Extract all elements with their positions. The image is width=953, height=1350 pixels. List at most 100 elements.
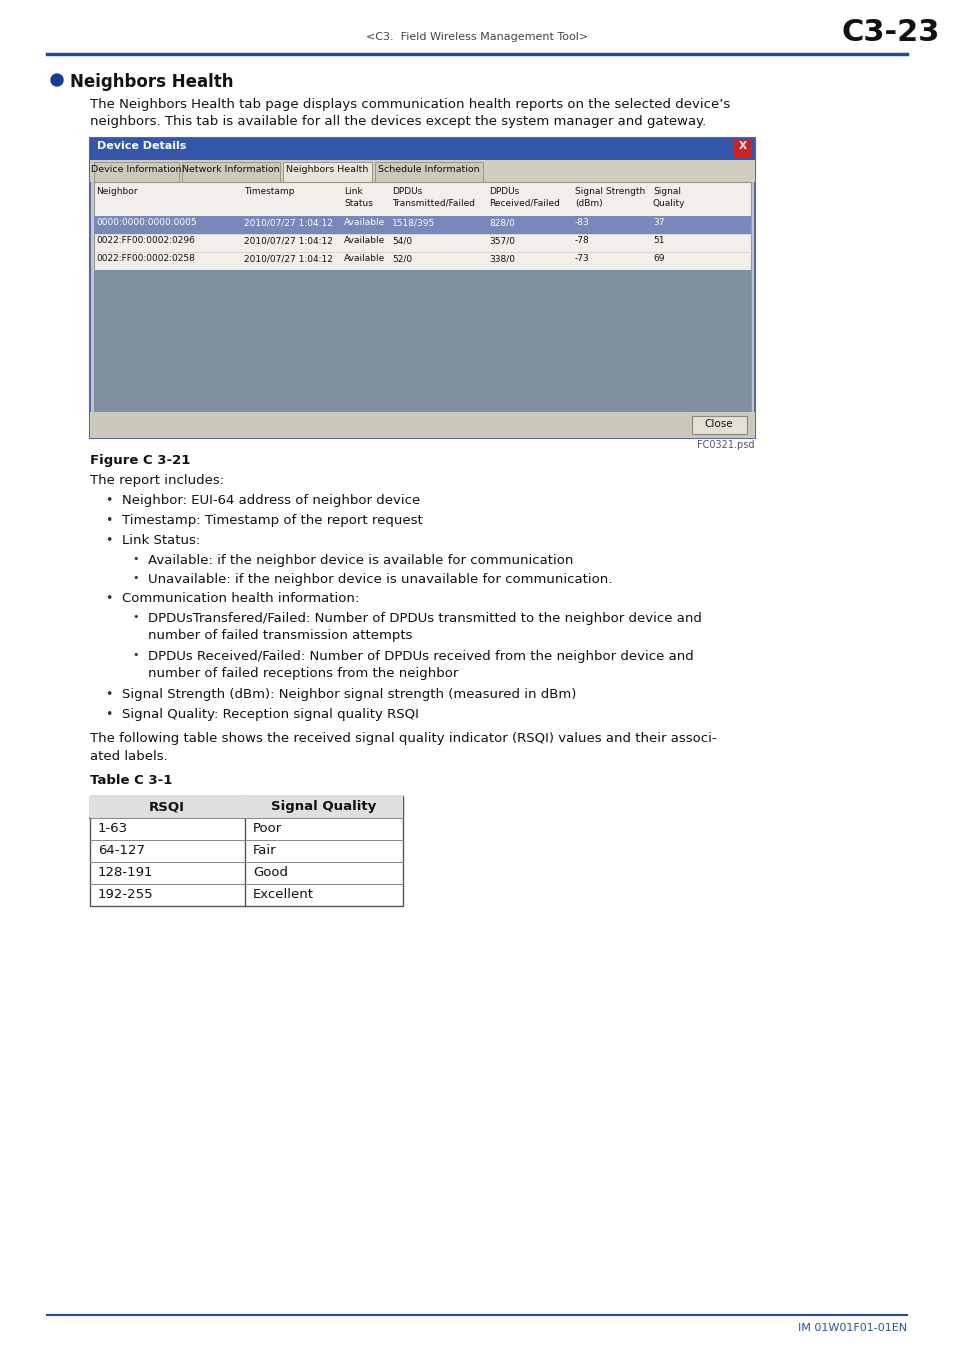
Text: 1518/395: 1518/395: [392, 217, 435, 227]
Text: Poor: Poor: [253, 822, 282, 836]
Text: The Neighbors Health tab page displays communication health reports on the selec: The Neighbors Health tab page displays c…: [90, 99, 729, 111]
Text: 2010/07/27 1:04:12: 2010/07/27 1:04:12: [244, 236, 333, 244]
Text: Neighbor: EUI-64 address of neighbor device: Neighbor: EUI-64 address of neighbor dev…: [122, 494, 420, 508]
Text: The report includes:: The report includes:: [90, 474, 224, 487]
Bar: [94, 182, 750, 412]
Text: •: •: [132, 649, 138, 660]
Bar: [90, 161, 754, 182]
Text: Status: Status: [344, 198, 373, 208]
Text: Received/Failed: Received/Failed: [489, 198, 559, 208]
Text: ated labels.: ated labels.: [90, 751, 168, 763]
Text: Fair: Fair: [253, 844, 276, 857]
Circle shape: [51, 74, 63, 86]
Text: Neighbor: Neighbor: [96, 188, 137, 196]
Text: 0022:FF00:0002:0296: 0022:FF00:0002:0296: [96, 236, 194, 244]
Text: -73: -73: [575, 254, 589, 263]
Text: Table C 3-1: Table C 3-1: [90, 774, 172, 787]
Bar: [283, 162, 372, 182]
Bar: [375, 162, 482, 182]
Text: Network Information: Network Information: [182, 165, 279, 174]
Text: 192-255: 192-255: [98, 888, 153, 900]
Text: Available: Available: [344, 254, 385, 263]
Text: Signal Strength: Signal Strength: [575, 188, 644, 196]
Bar: [94, 270, 750, 412]
Text: •: •: [132, 554, 138, 564]
Text: 69: 69: [652, 254, 664, 263]
Text: DPDUsTransfered/Failed: Number of DPDUs transmitted to the neighbor device and: DPDUsTransfered/Failed: Number of DPDUs …: [148, 612, 701, 625]
Text: RSQI: RSQI: [149, 801, 185, 813]
Text: IM 01W01F01-01EN: IM 01W01F01-01EN: [797, 1323, 906, 1332]
Bar: [90, 412, 754, 437]
Text: X: X: [739, 140, 746, 151]
Text: Close: Close: [704, 418, 733, 429]
Bar: [94, 216, 750, 234]
Text: Transmitted/Failed: Transmitted/Failed: [392, 198, 475, 208]
Bar: [90, 796, 402, 818]
Text: neighbors. This tab is available for all the devices except the system manager a: neighbors. This tab is available for all…: [90, 115, 705, 128]
Text: Available: Available: [344, 236, 385, 244]
Text: Communication health information:: Communication health information:: [122, 593, 359, 605]
Text: number of failed receptions from the neighbor: number of failed receptions from the nei…: [148, 667, 457, 680]
Text: 0000:0000:0000:0005: 0000:0000:0000:0005: [96, 217, 196, 227]
Text: Neighbors Health: Neighbors Health: [70, 73, 233, 90]
Text: 2010/07/27 1:04:12: 2010/07/27 1:04:12: [244, 254, 333, 263]
Text: (dBm): (dBm): [575, 198, 602, 208]
Text: •: •: [105, 535, 112, 547]
Text: Device Information: Device Information: [91, 165, 181, 174]
Text: Device Details: Device Details: [97, 140, 186, 151]
Bar: [691, 416, 746, 433]
Text: •: •: [105, 494, 112, 508]
Text: •: •: [105, 707, 112, 721]
Text: 828/0: 828/0: [489, 217, 515, 227]
Text: Signal Quality: Reception signal quality RSQI: Signal Quality: Reception signal quality…: [122, 707, 418, 721]
Text: •: •: [132, 612, 138, 622]
Text: DPDUs Received/Failed: Number of DPDUs received from the neighbor device and: DPDUs Received/Failed: Number of DPDUs r…: [148, 649, 693, 663]
Text: Excellent: Excellent: [253, 888, 314, 900]
Text: Schedule Information: Schedule Information: [377, 165, 479, 174]
Text: The following table shows the received signal quality indicator (RSQI) values an: The following table shows the received s…: [90, 732, 716, 745]
Bar: [733, 140, 751, 157]
Text: 64-127: 64-127: [98, 844, 145, 857]
Text: Signal: Signal: [652, 188, 680, 196]
Text: Link: Link: [344, 188, 362, 196]
Text: Signal Strength (dBm): Neighbor signal strength (measured in dBm): Signal Strength (dBm): Neighbor signal s…: [122, 688, 576, 701]
Text: 128-191: 128-191: [98, 865, 153, 879]
Text: 52/0: 52/0: [392, 254, 412, 263]
Text: DPDUs: DPDUs: [392, 188, 422, 196]
Text: 338/0: 338/0: [489, 254, 515, 263]
Text: FC0321.psd: FC0321.psd: [697, 440, 754, 450]
Text: •: •: [105, 514, 112, 526]
Text: •: •: [132, 572, 138, 583]
Text: -83: -83: [575, 217, 589, 227]
Text: Unavailable: if the neighbor device is unavailable for communication.: Unavailable: if the neighbor device is u…: [148, 572, 612, 586]
Text: 0022:FF00:0002:0258: 0022:FF00:0002:0258: [96, 254, 194, 263]
Text: -78: -78: [575, 236, 589, 244]
Text: Neighbors Health: Neighbors Health: [286, 165, 368, 174]
Text: <C3.  Field Wireless Management Tool>: <C3. Field Wireless Management Tool>: [366, 32, 587, 42]
Text: 1-63: 1-63: [98, 822, 128, 836]
Text: C3-23: C3-23: [841, 18, 940, 47]
Text: Available: if the neighbor device is available for communication: Available: if the neighbor device is ava…: [148, 554, 573, 567]
Text: 54/0: 54/0: [392, 236, 412, 244]
Text: Available: Available: [344, 217, 385, 227]
Text: Quality: Quality: [652, 198, 685, 208]
Text: Link Status:: Link Status:: [122, 535, 200, 547]
Text: Good: Good: [253, 865, 288, 879]
Text: 357/0: 357/0: [489, 236, 515, 244]
Text: •: •: [105, 688, 112, 701]
Text: DPDUs: DPDUs: [489, 188, 518, 196]
Text: 37: 37: [652, 217, 664, 227]
Text: Signal Quality: Signal Quality: [271, 801, 376, 813]
Bar: [90, 796, 402, 906]
Text: number of failed transmission attempts: number of failed transmission attempts: [148, 629, 412, 643]
Text: Timestamp: Timestamp: [244, 188, 294, 196]
Text: Timestamp: Timestamp of the report request: Timestamp: Timestamp of the report reque…: [122, 514, 422, 526]
Bar: [182, 162, 280, 182]
Bar: [94, 162, 179, 182]
Text: Figure C 3-21: Figure C 3-21: [90, 454, 191, 467]
Text: •: •: [105, 593, 112, 605]
Bar: [90, 138, 754, 437]
Text: 2010/07/27 1:04:12: 2010/07/27 1:04:12: [244, 217, 333, 227]
Text: 51: 51: [652, 236, 664, 244]
Bar: [90, 138, 754, 161]
